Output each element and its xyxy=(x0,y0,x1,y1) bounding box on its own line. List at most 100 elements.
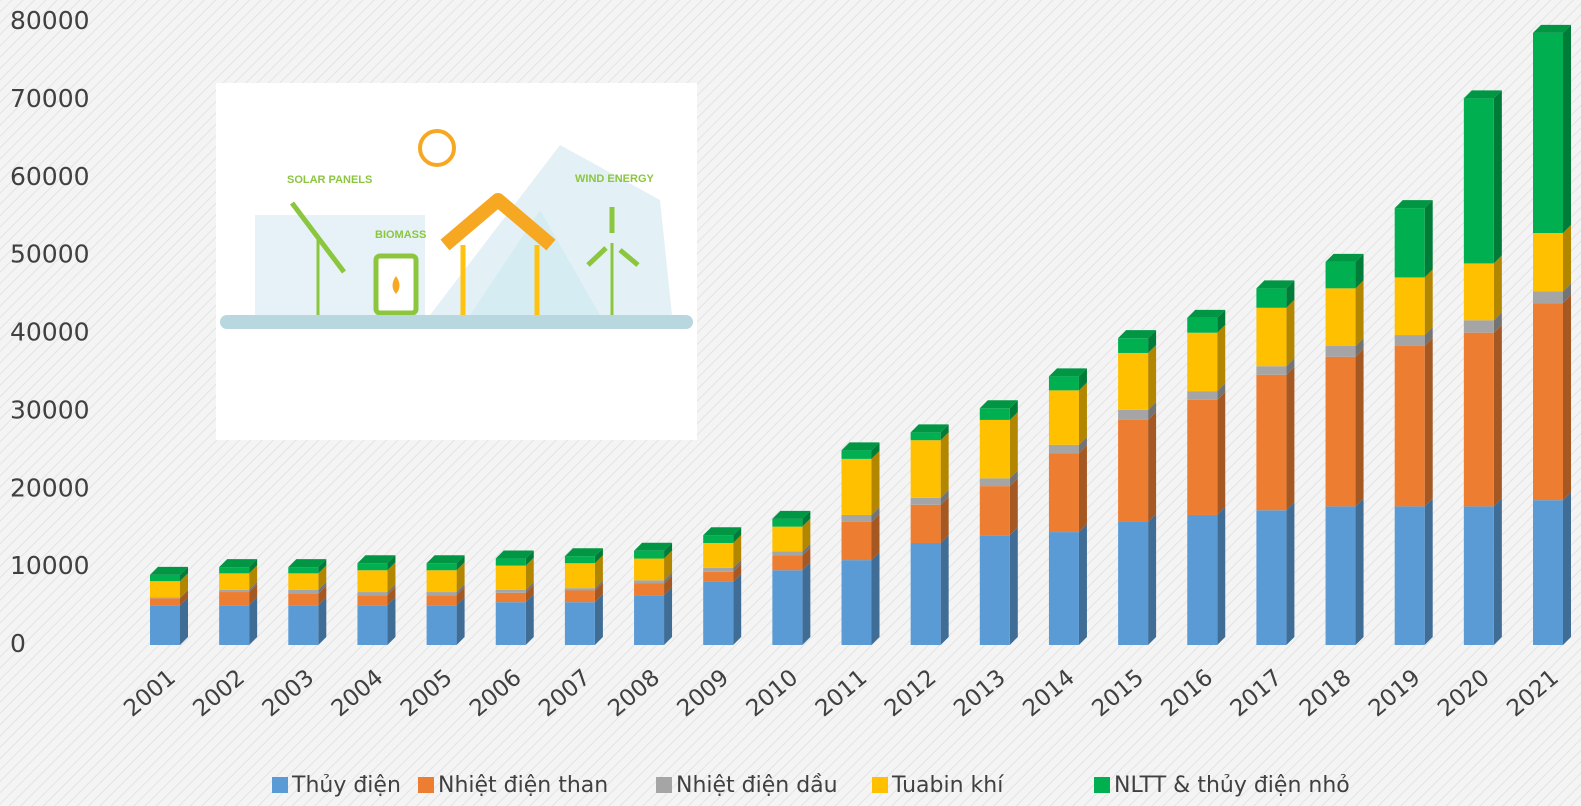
bar xyxy=(1187,400,1217,515)
bar xyxy=(219,573,249,589)
bar xyxy=(1464,333,1494,507)
bar xyxy=(911,432,941,440)
bar xyxy=(1395,335,1425,346)
bar xyxy=(150,575,180,581)
bar-side xyxy=(180,597,188,645)
bar xyxy=(1533,500,1563,645)
bar xyxy=(219,567,249,573)
bar xyxy=(1049,445,1079,454)
bar-side xyxy=(733,574,741,645)
bar xyxy=(772,552,802,556)
bar xyxy=(1256,366,1286,375)
bar xyxy=(1395,277,1425,335)
y-tick-label: 40000 xyxy=(10,318,90,347)
bar xyxy=(1049,376,1079,390)
bar xyxy=(565,602,595,645)
bar xyxy=(427,605,457,645)
bar xyxy=(1464,320,1494,332)
bar xyxy=(1256,288,1286,307)
bar-side xyxy=(941,497,949,543)
bar xyxy=(1326,288,1356,346)
bar xyxy=(634,583,664,595)
bar-side xyxy=(941,432,949,498)
bar xyxy=(357,592,387,595)
bar xyxy=(772,527,802,552)
bar xyxy=(427,570,457,592)
bar xyxy=(1395,208,1425,277)
bar xyxy=(1187,333,1217,391)
bar xyxy=(842,515,872,522)
bar xyxy=(496,566,526,590)
bar-side xyxy=(1079,445,1087,532)
bar xyxy=(634,580,664,583)
bar-side xyxy=(457,597,465,645)
bar xyxy=(1464,263,1494,320)
legend-swatch xyxy=(872,777,888,793)
bar xyxy=(911,543,941,645)
bar xyxy=(842,459,872,515)
bar xyxy=(1118,420,1148,522)
bar xyxy=(150,597,180,598)
bar xyxy=(1326,262,1356,288)
bar-side xyxy=(1148,345,1156,410)
bar-side xyxy=(1425,498,1433,645)
bar xyxy=(496,602,526,645)
legend-label: Nhiệt điện dầu xyxy=(676,773,838,798)
bar xyxy=(288,605,318,645)
bar xyxy=(980,478,1010,486)
legend-swatch xyxy=(418,777,434,793)
y-tick-label: 70000 xyxy=(10,84,90,113)
legend-label: Thủy điện xyxy=(291,773,401,798)
bar xyxy=(634,551,664,559)
bar xyxy=(772,555,802,570)
bar xyxy=(427,563,457,570)
bar xyxy=(1533,291,1563,303)
bar xyxy=(911,498,941,505)
bar xyxy=(703,535,733,543)
bar xyxy=(980,535,1010,645)
bar-side xyxy=(1425,338,1433,506)
bar-side xyxy=(1494,255,1502,320)
bar xyxy=(1118,353,1148,410)
legend-label: NLTT & thủy điện nhỏ xyxy=(1114,773,1350,798)
illustration-label: SOLAR PANELS xyxy=(287,174,372,186)
bar xyxy=(496,559,526,566)
bar-side xyxy=(1494,498,1502,645)
bar-side xyxy=(802,562,810,645)
bar-side xyxy=(1356,280,1364,346)
bar-side xyxy=(249,597,257,645)
bar-side xyxy=(1286,300,1294,366)
bar xyxy=(1464,98,1494,263)
bar xyxy=(1395,346,1425,506)
bar xyxy=(357,563,387,570)
bar xyxy=(1187,318,1217,333)
bar xyxy=(1326,357,1356,507)
bar xyxy=(1049,390,1079,445)
bar xyxy=(1533,33,1563,233)
bar xyxy=(703,582,733,645)
bar xyxy=(911,505,941,543)
bar xyxy=(357,605,387,645)
bar xyxy=(288,590,318,594)
bar-side xyxy=(1217,392,1225,515)
y-tick-label: 50000 xyxy=(10,240,90,269)
y-tick-label: 0 xyxy=(10,629,26,658)
bar xyxy=(565,590,595,602)
bar-side xyxy=(595,594,603,645)
bar xyxy=(219,590,249,592)
bar xyxy=(565,563,595,588)
y-tick-label: 20000 xyxy=(10,473,90,502)
bar-side xyxy=(1356,349,1364,507)
bar xyxy=(980,408,1010,420)
y-tick-label: 60000 xyxy=(10,162,90,191)
bar xyxy=(565,556,595,563)
bar-side xyxy=(318,597,326,645)
bar xyxy=(357,595,387,605)
bar-side xyxy=(1010,412,1018,478)
bar-side xyxy=(1425,269,1433,335)
bar-side xyxy=(1010,527,1018,645)
bar xyxy=(772,519,802,527)
bar xyxy=(1187,515,1217,645)
bar xyxy=(1049,453,1079,532)
bar xyxy=(772,570,802,645)
